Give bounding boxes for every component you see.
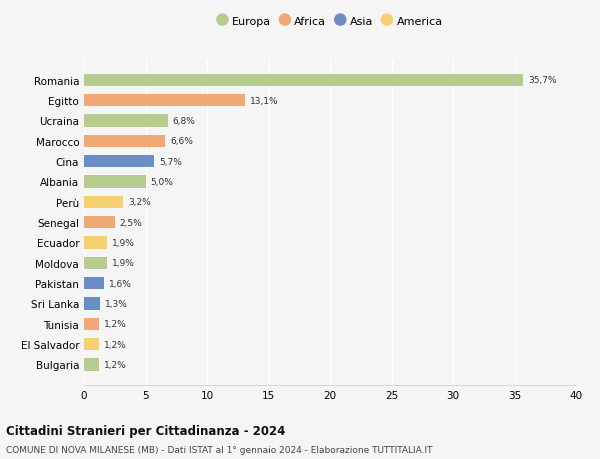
Text: 6,8%: 6,8% [173,117,196,126]
Text: 6,6%: 6,6% [170,137,193,146]
Text: 5,7%: 5,7% [159,157,182,166]
Text: 2,5%: 2,5% [119,218,142,227]
Bar [84,135,165,147]
Text: Cittadini Stranieri per Cittadinanza - 2024: Cittadini Stranieri per Cittadinanza - 2… [6,425,286,437]
Text: 3,2%: 3,2% [128,198,151,207]
Text: 1,9%: 1,9% [112,259,135,268]
Bar [84,156,154,168]
Bar [84,237,107,249]
Bar [84,298,100,310]
Text: 35,7%: 35,7% [528,76,557,85]
Bar [84,318,99,330]
Bar [84,95,245,107]
Text: 1,6%: 1,6% [109,279,131,288]
Bar [84,338,99,351]
Text: 5,0%: 5,0% [151,178,173,186]
Bar [84,74,523,87]
Legend: Europa, Africa, Asia, America: Europa, Africa, Asia, America [217,17,443,27]
Bar [84,257,107,269]
Text: 1,3%: 1,3% [105,299,128,308]
Text: COMUNE DI NOVA MILANESE (MB) - Dati ISTAT al 1° gennaio 2024 - Elaborazione TUTT: COMUNE DI NOVA MILANESE (MB) - Dati ISTA… [6,445,433,454]
Bar [84,115,167,127]
Text: 13,1%: 13,1% [250,96,278,106]
Text: 1,9%: 1,9% [112,238,135,247]
Text: 1,2%: 1,2% [104,340,127,349]
Bar [84,358,99,371]
Text: 1,2%: 1,2% [104,360,127,369]
Bar [84,217,115,229]
Bar [84,176,146,188]
Bar [84,277,104,290]
Text: 1,2%: 1,2% [104,319,127,329]
Bar [84,196,124,208]
